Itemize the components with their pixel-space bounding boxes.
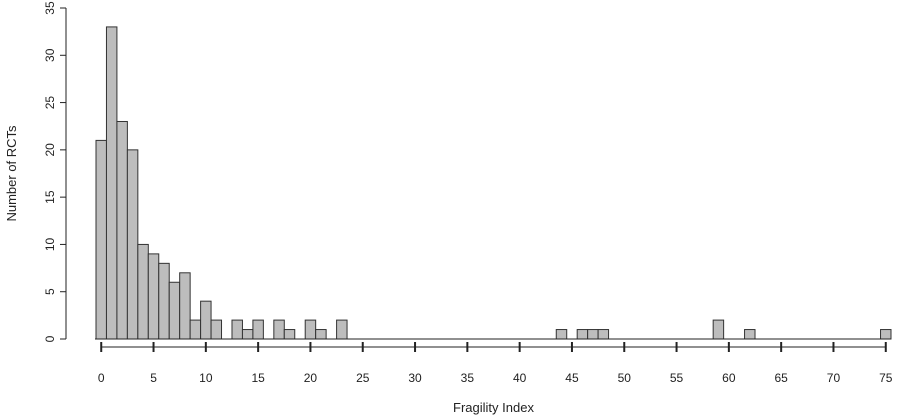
histogram-bar: [179, 272, 191, 340]
histogram-bar: [880, 329, 892, 340]
x-tick-label: 25: [356, 371, 370, 385]
histogram-bars: [95, 26, 892, 340]
x-tick-label: 55: [670, 371, 684, 385]
histogram-bar: [168, 281, 181, 340]
y-tick-label: 20: [43, 143, 57, 157]
histogram-bar: [189, 319, 202, 340]
x-tick-label: 50: [618, 371, 632, 385]
x-tick-label: 35: [461, 371, 475, 385]
x-tick-label: 30: [408, 371, 422, 385]
y-tick-label: 30: [43, 48, 57, 62]
histogram-bar: [555, 329, 568, 340]
histogram-bar: [147, 253, 160, 340]
histogram-bar: [597, 329, 610, 340]
y-tick-label: 35: [43, 1, 57, 15]
histogram-bar: [231, 319, 243, 340]
histogram-bar: [158, 262, 170, 340]
histogram-bar: [283, 329, 296, 340]
x-tick-label: 70: [827, 371, 841, 385]
histogram-bar: [587, 329, 599, 340]
y-tick-label: 5: [43, 288, 57, 295]
y-tick-label: 25: [43, 96, 57, 110]
histogram-bar: [315, 329, 327, 340]
x-tick-label: 45: [565, 371, 579, 385]
histogram-bar: [95, 139, 107, 340]
x-tick-label: 0: [98, 371, 105, 385]
histogram-bar: [712, 319, 725, 340]
y-axis: 0 5 10 15 20 25 30 35: [43, 1, 67, 342]
histogram-bar: [137, 243, 149, 340]
histogram-bar: [116, 120, 128, 340]
y-tick-label: 15: [43, 190, 57, 204]
histogram-bar: [576, 329, 589, 340]
x-tick-label: 15: [251, 371, 265, 385]
histogram-bar: [126, 149, 139, 340]
x-tick-label: 20: [304, 371, 318, 385]
histogram-bar: [210, 319, 223, 340]
histogram-bar: [744, 329, 756, 340]
x-axis-label: Fragility Index: [453, 400, 534, 415]
histogram-bar: [336, 319, 348, 340]
histogram-bar: [105, 26, 118, 340]
histogram-bar: [252, 319, 264, 340]
x-tick-label: 75: [879, 371, 893, 385]
x-tick-label: 5: [150, 371, 157, 385]
x-axis: 0 5 10 15 20 25 30 35 40 45 50 55 60 65 70 75: [98, 342, 893, 385]
y-tick-label: 0: [43, 335, 57, 342]
x-tick-label: 60: [722, 371, 736, 385]
histogram-bar: [273, 319, 285, 340]
histogram-bar: [200, 300, 212, 340]
y-axis-label: Number of RCTs: [4, 125, 19, 222]
y-tick-label: 10: [43, 237, 57, 251]
x-tick-label: 10: [199, 371, 213, 385]
histogram-bar: [241, 329, 254, 340]
x-tick-label: 65: [774, 371, 788, 385]
histogram-bar: [304, 319, 317, 340]
x-tick-label: 40: [513, 371, 527, 385]
